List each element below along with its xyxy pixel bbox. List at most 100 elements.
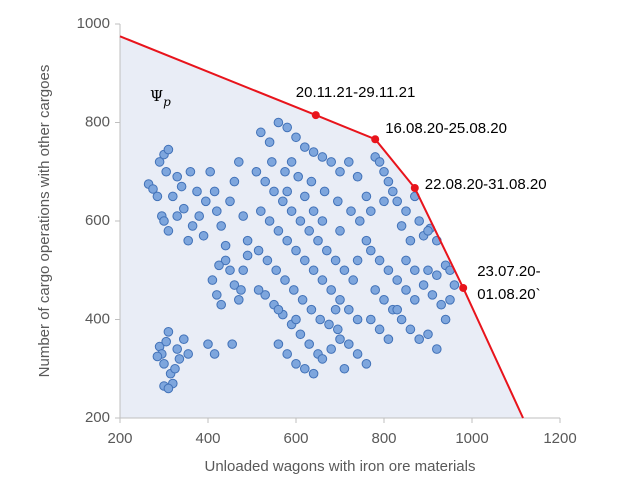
point xyxy=(308,206,319,216)
point xyxy=(168,191,178,202)
point xyxy=(201,196,211,207)
point xyxy=(179,334,189,345)
point xyxy=(152,191,163,202)
point xyxy=(330,255,341,266)
point xyxy=(183,349,193,359)
point xyxy=(392,196,403,207)
point xyxy=(192,186,202,197)
point xyxy=(335,226,345,236)
x-tick-label: 1200 xyxy=(543,430,576,447)
point xyxy=(297,295,308,305)
point xyxy=(280,275,290,285)
point xyxy=(445,295,455,305)
point xyxy=(374,324,385,335)
point xyxy=(203,339,213,349)
point xyxy=(308,147,319,157)
point xyxy=(300,363,310,374)
point xyxy=(379,196,389,207)
x-tick-label: 400 xyxy=(195,430,220,447)
point xyxy=(220,240,231,251)
point xyxy=(308,265,319,276)
point xyxy=(414,334,425,345)
point xyxy=(319,186,330,197)
point xyxy=(172,171,182,182)
point xyxy=(396,314,407,325)
point xyxy=(423,329,433,340)
y-axis-title: Number of cargo operations with other ca… xyxy=(36,65,53,378)
point xyxy=(317,216,328,226)
point xyxy=(209,186,220,197)
point xyxy=(194,211,204,221)
point xyxy=(300,191,310,202)
point xyxy=(352,349,363,359)
feasible-region xyxy=(120,36,524,418)
point xyxy=(161,166,171,177)
point xyxy=(346,206,356,216)
point xyxy=(264,137,275,147)
frontier-point xyxy=(459,283,468,292)
frontier-line xyxy=(119,35,524,419)
point xyxy=(322,245,332,256)
point xyxy=(333,196,343,207)
point xyxy=(174,354,185,364)
point xyxy=(179,203,189,214)
point xyxy=(383,334,394,345)
point xyxy=(410,295,420,305)
point xyxy=(176,181,187,192)
point xyxy=(238,211,248,221)
point xyxy=(238,265,248,276)
y-tick-label: 200 xyxy=(85,409,110,426)
point xyxy=(352,171,363,182)
point xyxy=(392,304,403,315)
frontier-point xyxy=(410,184,419,193)
point xyxy=(286,157,297,167)
point xyxy=(214,260,224,271)
point xyxy=(396,221,407,231)
point xyxy=(401,285,411,295)
point xyxy=(282,235,293,246)
symbol-subscript: p xyxy=(163,95,171,109)
point xyxy=(163,327,174,337)
point xyxy=(414,216,425,226)
point xyxy=(289,285,299,295)
point xyxy=(306,176,317,187)
point xyxy=(163,226,174,236)
point xyxy=(304,226,315,236)
point xyxy=(361,191,372,202)
point xyxy=(352,255,363,266)
point xyxy=(220,255,231,266)
point xyxy=(313,235,323,246)
point xyxy=(253,245,264,256)
point xyxy=(227,339,237,349)
point xyxy=(423,226,433,236)
point xyxy=(344,339,354,349)
point xyxy=(234,295,244,305)
point xyxy=(361,359,372,369)
point xyxy=(317,275,328,285)
x-tick-label: 1000 xyxy=(455,430,488,447)
point xyxy=(392,275,403,285)
point xyxy=(335,334,345,345)
point xyxy=(251,166,262,177)
point xyxy=(273,339,284,349)
point xyxy=(234,157,244,167)
point xyxy=(440,314,451,325)
point xyxy=(253,285,264,295)
point xyxy=(163,383,174,394)
point xyxy=(225,265,235,276)
point xyxy=(242,250,253,261)
point xyxy=(236,285,246,295)
point xyxy=(352,314,363,325)
point xyxy=(326,285,337,295)
point xyxy=(295,329,306,340)
point xyxy=(280,166,290,177)
point xyxy=(216,299,226,310)
point xyxy=(282,349,293,359)
point xyxy=(374,157,385,167)
point xyxy=(183,235,193,246)
point xyxy=(304,339,315,349)
y-tick-label: 800 xyxy=(85,113,110,130)
point xyxy=(339,265,350,276)
y-tick-label: 1000 xyxy=(77,15,110,32)
point xyxy=(295,216,306,226)
